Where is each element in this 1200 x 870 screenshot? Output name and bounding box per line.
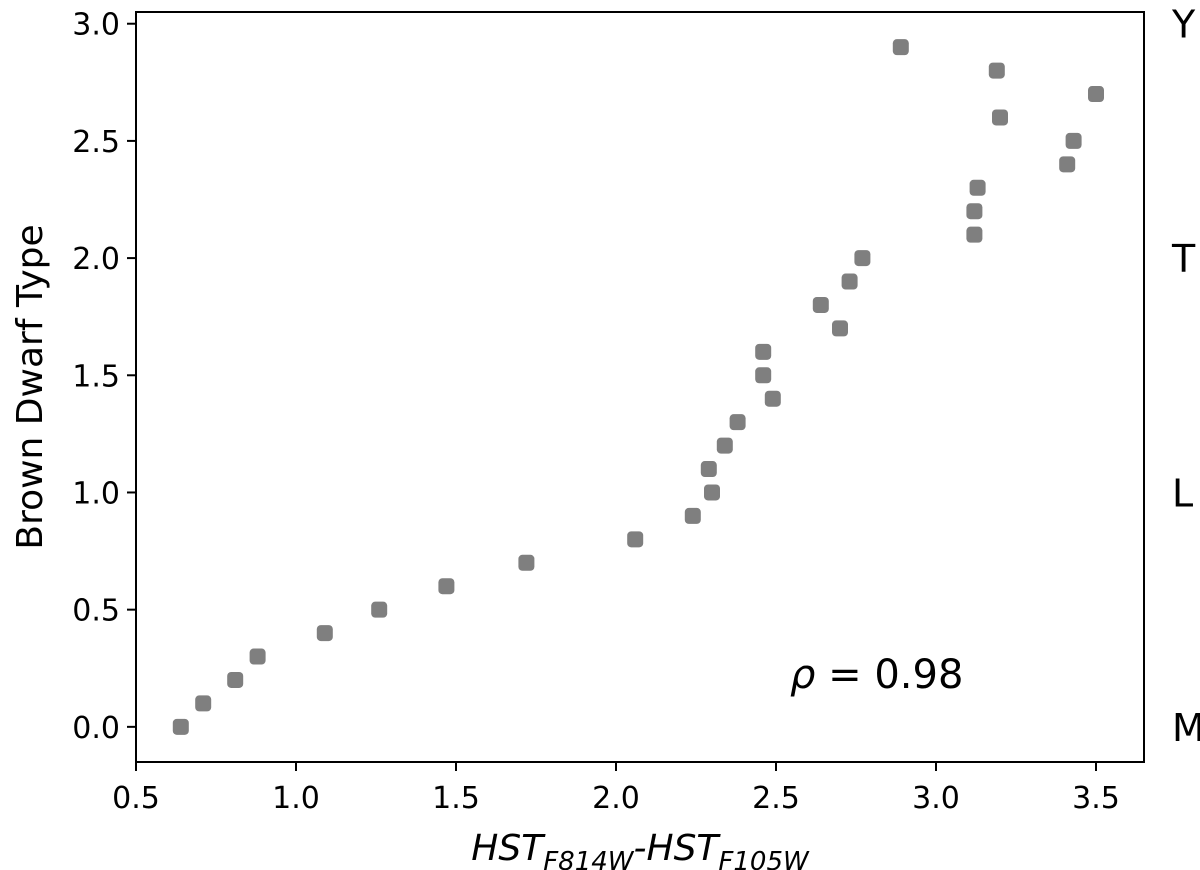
data-point [316,625,333,642]
x-tick-label: 1.0 [272,781,320,816]
x-label-sub-2: F105W [718,847,810,870]
y-tick-label: 1.0 [72,476,120,511]
data-point [988,62,1005,79]
data-point [969,179,986,196]
data-point [966,203,983,220]
rho-symbol: ρ [790,652,815,698]
data-point [854,250,871,267]
spectral-type-label: T [1171,237,1196,281]
data-point [227,671,244,688]
data-point [249,648,266,665]
y-axis-label: Brown Dwarf Type [10,224,51,549]
data-point [684,507,701,524]
data-point [841,273,858,290]
plot-frame [135,11,1145,763]
data-point [1065,132,1082,149]
x-tick-label: 0.5 [112,781,160,816]
correlation-annotation: ρ = 0.98 [790,652,963,698]
data-point [371,601,388,618]
x-tick-label: 3.0 [912,781,960,816]
data-point [627,531,644,548]
data-point [892,39,909,56]
x-tick-label: 2.5 [752,781,800,816]
x-tick-label: 1.5 [432,781,480,816]
data-point [992,109,1008,126]
spectral-type-label: L [1172,471,1193,515]
data-point [812,296,829,313]
x-tick-label: 2.0 [592,781,640,816]
data-point [195,695,212,712]
y-tick-label: 3.0 [72,8,120,43]
data-point [1088,86,1104,103]
spectral-type-label: M [1172,706,1200,750]
data-point [438,578,455,595]
x-tick-label: 3.5 [1072,781,1120,816]
data-point [704,484,720,501]
data-point [966,226,983,243]
x-label-main-1: HST [471,828,546,869]
data-point [172,718,189,735]
x-label-sub-1: F814W [543,847,635,870]
data-point [832,320,848,337]
data-point [700,461,717,478]
data-points [172,39,1104,735]
spectral-type-label: Y [1171,3,1196,47]
x-label-main-2: HST [647,828,722,869]
y-axis-ticks: 0.0 0.5 1.0 1.5 2.0 2.5 3.0 [72,8,136,746]
x-label-separator: - [634,828,647,869]
x-axis-ticks: 0.5 1.0 1.5 2.0 2.5 3.0 3.5 [112,762,1120,816]
rho-value: 0.98 [874,652,963,698]
data-point [764,390,781,407]
data-point [755,367,772,384]
y-tick-label: 1.5 [72,359,120,394]
y-tick-label: 2.0 [72,242,120,277]
data-point [729,414,746,431]
y-tick-label: 0.5 [72,594,120,629]
x-axis-label: HSTF814W-HSTF105W [471,828,810,870]
spectral-type-labels: Y T L M [1171,3,1200,750]
y-tick-label: 2.5 [72,125,120,160]
data-point [518,554,535,571]
data-point [755,343,772,360]
data-point [716,437,733,454]
y-tick-label: 0.0 [72,711,120,746]
rho-equals: = [815,652,874,698]
data-point [1059,156,1076,173]
